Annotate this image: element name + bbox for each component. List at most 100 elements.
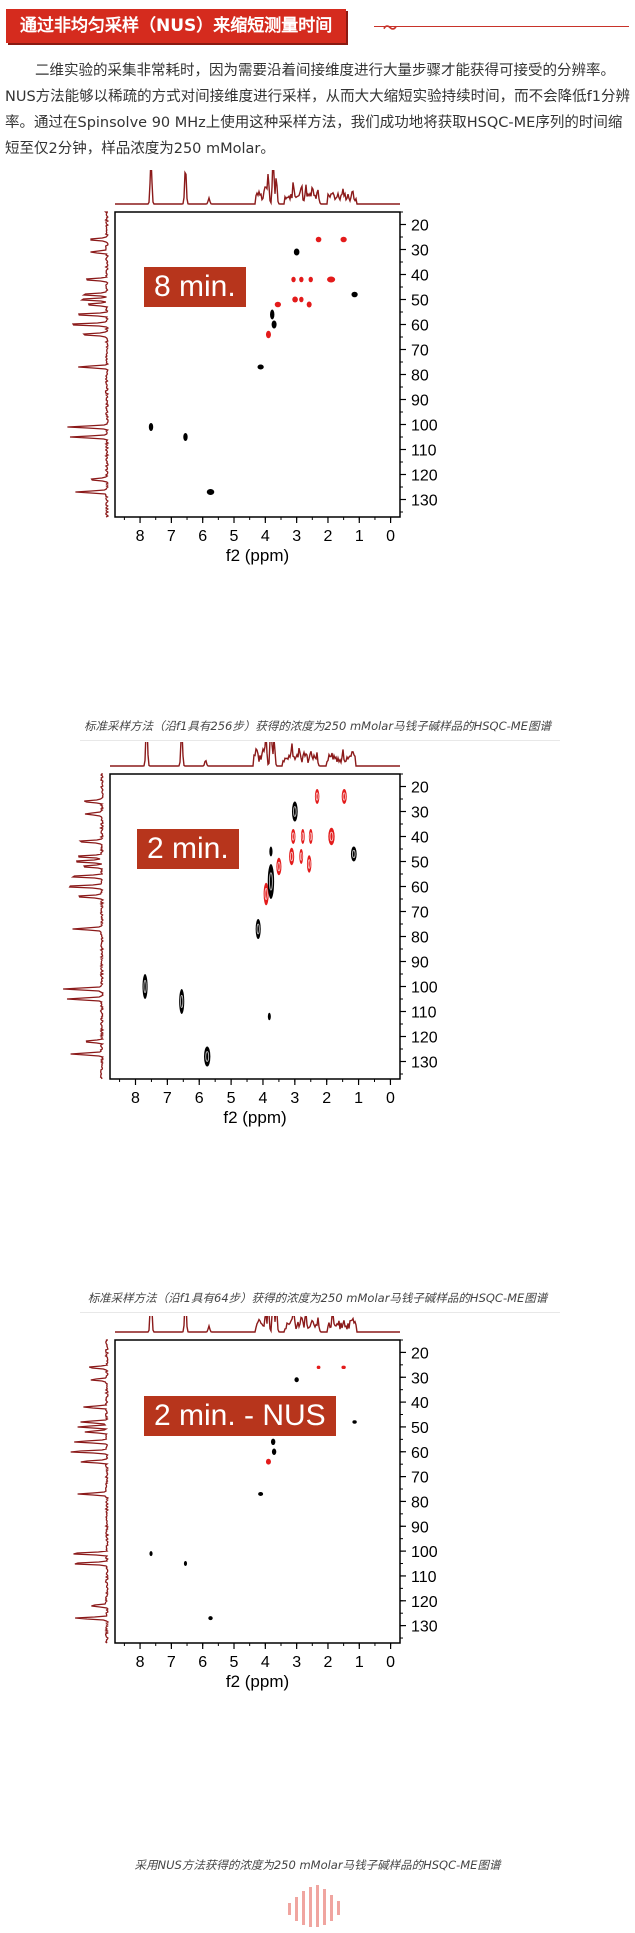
negative-peak — [314, 789, 320, 804]
x-axis-label: f2 (ppm) — [226, 546, 289, 565]
positive-peak — [271, 1448, 277, 1455]
negative-peak — [292, 296, 298, 303]
x-tick-label: 0 — [386, 1654, 395, 1671]
divider — [80, 740, 560, 741]
positive-peak — [350, 846, 357, 862]
waveform-icon — [288, 1885, 340, 1927]
peak-contour — [277, 861, 281, 872]
y-tick-label: 30 — [411, 1370, 429, 1387]
x-tick-label: 1 — [355, 528, 364, 545]
positive-peak — [352, 1420, 357, 1424]
chart-badge: 2 min. - NUS — [144, 1396, 336, 1436]
peak-contour — [293, 806, 297, 817]
negative-peak — [315, 236, 322, 243]
negative-peak — [327, 276, 336, 283]
y-tick-label: 90 — [411, 393, 429, 410]
negative-peak — [341, 789, 347, 804]
y-tick-label: 130 — [411, 493, 438, 510]
y-tick-label: 100 — [411, 980, 438, 997]
f1-projection-spectrum — [70, 1339, 110, 1644]
positive-peak — [257, 364, 264, 370]
x-tick-label: 3 — [292, 1654, 301, 1671]
x-tick-label: 2 — [324, 528, 333, 545]
y-tick-label: 50 — [411, 293, 429, 310]
negative-peak — [316, 1365, 321, 1370]
negative-peak — [328, 827, 335, 846]
peak-contour — [205, 1051, 210, 1062]
x-tick-label: 1 — [355, 1654, 364, 1671]
y-tick-label: 60 — [411, 1445, 429, 1462]
peak-contour — [301, 832, 305, 841]
negative-peak — [291, 829, 296, 844]
y-tick-label: 30 — [411, 243, 429, 260]
chart-caption: 采用NUS方法获得的浓度为250 mMolar马钱子碱样品的HSQC-ME图谱 — [134, 1858, 501, 1872]
x-axis-label: f2 (ppm) — [226, 1672, 289, 1691]
positive-peak — [183, 433, 188, 441]
peak-contour — [180, 994, 184, 1009]
y-tick-label: 40 — [411, 830, 429, 847]
x-tick-label: 5 — [230, 1654, 239, 1671]
x-tick-label: 0 — [386, 1090, 395, 1107]
y-tick-label: 120 — [411, 468, 438, 485]
y-tick-label: 60 — [411, 318, 429, 335]
positive-peak — [267, 864, 275, 899]
peak-contour — [329, 831, 334, 842]
x-tick-label: 1 — [354, 1090, 363, 1107]
f2-projection-spectrum — [115, 170, 400, 206]
chart-caption: 标准采样方法（沿f1具有256步）获得的浓度为250 mMolar马钱子碱样品的… — [84, 719, 551, 733]
title-divider — [374, 26, 629, 27]
y-tick-label: 110 — [411, 443, 437, 460]
y-tick-label: 50 — [411, 1420, 429, 1437]
y-tick-label: 80 — [411, 1494, 429, 1511]
x-tick-label: 7 — [167, 1654, 176, 1671]
positive-peak — [293, 248, 300, 256]
x-tick-label: 6 — [198, 528, 207, 545]
x-tick-label: 3 — [290, 1090, 299, 1107]
positive-peak — [148, 423, 154, 431]
x-tick-label: 7 — [167, 528, 176, 545]
x-tick-label: 2 — [324, 1654, 333, 1671]
y-tick-label: 40 — [411, 1395, 429, 1412]
y-tick-label: 130 — [411, 1619, 438, 1636]
y-tick-label: 80 — [411, 368, 429, 385]
peak-contour — [291, 832, 295, 841]
x-tick-label: 6 — [195, 1090, 204, 1107]
y-tick-label: 20 — [411, 1345, 429, 1362]
y-tick-label: 70 — [411, 1470, 429, 1487]
peak-contour — [309, 832, 313, 841]
positive-peak — [208, 1616, 213, 1621]
negative-peak — [299, 296, 304, 303]
y-tick-label: 30 — [411, 805, 429, 822]
y-tick-label: 90 — [411, 1519, 429, 1536]
peak-contour — [352, 849, 356, 859]
positive-peak — [142, 974, 148, 999]
peak-contour — [299, 852, 303, 861]
negative-peak — [299, 276, 304, 283]
positive-peak — [271, 320, 277, 329]
f2-projection-spectrum — [115, 1316, 400, 1334]
negative-peak — [289, 847, 295, 866]
intro-paragraph: 二维实验的采集非常耗时，因为需要沿着间接维度进行大量步骤才能获得可接受的分辨率。… — [5, 63, 630, 157]
peak-contour — [264, 887, 268, 901]
negative-peak — [306, 855, 312, 873]
negative-peak — [265, 330, 271, 339]
y-tick-label: 100 — [411, 1544, 438, 1561]
chart-badge: 8 min. — [144, 267, 246, 307]
zigzag-icon: 〜 — [383, 21, 397, 37]
f2-projection-spectrum — [110, 742, 400, 767]
negative-peak — [265, 1458, 271, 1465]
x-tick-label: 5 — [230, 528, 239, 545]
positive-peak — [267, 1012, 271, 1021]
peak-contour — [143, 979, 147, 994]
y-tick-label: 110 — [411, 1005, 437, 1022]
y-tick-label: 20 — [411, 780, 429, 797]
plot-frame — [114, 1339, 401, 1644]
x-tick-label: 8 — [136, 1654, 145, 1671]
y-tick-label: 120 — [411, 1030, 438, 1047]
plot-frame — [114, 211, 401, 518]
negative-peak — [308, 276, 313, 283]
x-tick-label: 6 — [198, 1654, 207, 1671]
negative-peak — [263, 882, 269, 906]
y-tick-label: 40 — [411, 268, 429, 285]
peak-contour — [269, 872, 273, 891]
